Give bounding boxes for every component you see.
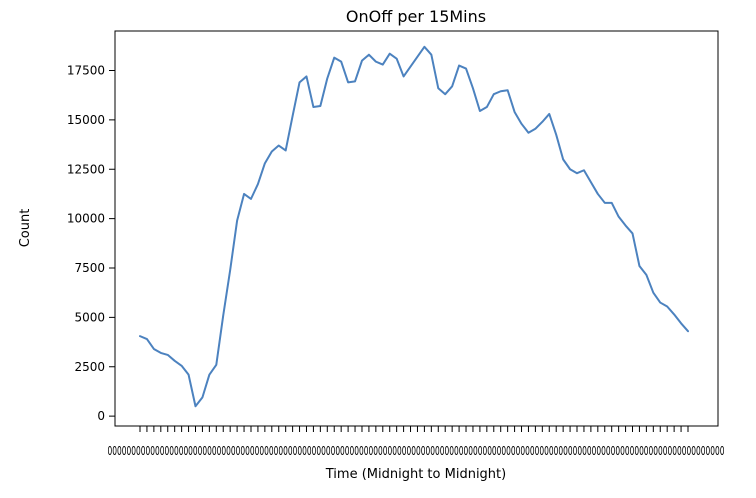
y-tick-label: 2500 [74, 360, 105, 374]
y-tick-label: 5000 [74, 310, 105, 324]
y-axis-label: Count [18, 209, 33, 248]
x-axis-label: Time (Midnight to Midnight) [325, 467, 506, 482]
y-tick-label: 0 [97, 409, 105, 423]
y-tick-label: 12500 [67, 162, 105, 176]
chart-title: OnOff per 15Mins [346, 7, 486, 26]
y-axis: 0 2500 5000 7500 10000 12500 15000 17500 [67, 64, 115, 423]
x-axis: 0000000000000000000000000000000000000000… [108, 426, 725, 458]
y-tick-label: 7500 [74, 261, 105, 275]
x-tick-labels: 0000000000000000000000000000000000000000… [108, 444, 725, 458]
series-layer [139, 45, 689, 408]
y-tick-label: 10000 [67, 212, 105, 226]
plot-frame [114, 30, 719, 427]
y-tick-label: 17500 [67, 64, 105, 78]
series-line [139, 45, 689, 408]
y-tick-label: 15000 [67, 113, 105, 127]
